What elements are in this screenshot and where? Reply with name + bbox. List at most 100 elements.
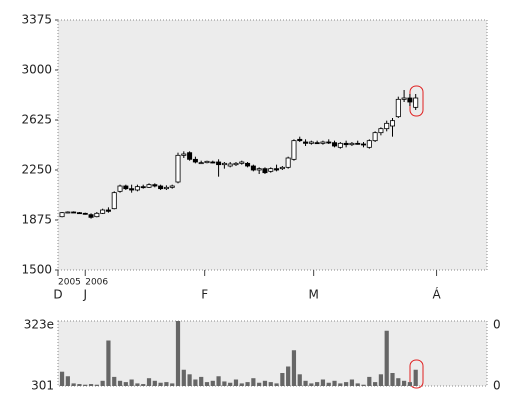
candle-body xyxy=(105,209,111,212)
volume-bar xyxy=(367,376,372,386)
volume-bar xyxy=(175,321,181,386)
volume-bar xyxy=(309,383,314,386)
volume-axis-label: 323e xyxy=(24,318,54,332)
candle-body xyxy=(204,160,210,164)
candle-body xyxy=(163,186,169,190)
candle-body xyxy=(210,161,216,164)
volume-bar xyxy=(88,384,94,386)
candle-body xyxy=(175,154,181,183)
volume-bar xyxy=(407,382,412,386)
volume-bar xyxy=(291,350,297,386)
volume-bar xyxy=(326,382,331,386)
candle-body xyxy=(88,214,94,218)
volume-bar xyxy=(106,340,111,386)
candle-body xyxy=(76,212,82,215)
volume-bar xyxy=(216,376,221,386)
candle-body xyxy=(366,140,372,148)
candle-body xyxy=(158,185,164,190)
y-tick-label: 2250 xyxy=(21,163,52,177)
volume-bar xyxy=(59,371,65,386)
candle-body xyxy=(239,161,245,164)
volume-bar xyxy=(384,330,389,386)
highlight xyxy=(409,359,424,389)
volume-bar xyxy=(378,374,384,386)
candle-body xyxy=(326,141,332,144)
volume-bar xyxy=(222,381,227,386)
volume-axis-label: 0 xyxy=(493,379,501,393)
candle-body xyxy=(401,97,407,100)
candle-body xyxy=(378,128,384,134)
candle-body xyxy=(308,141,314,144)
candle-body xyxy=(250,165,256,171)
volume-bar xyxy=(233,379,239,386)
candle-body xyxy=(71,211,77,214)
y-tick-label: 1500 xyxy=(21,263,52,277)
price-plot-area xyxy=(57,19,488,271)
candle-body xyxy=(349,142,355,146)
volume-bar xyxy=(117,380,123,386)
volume-bar xyxy=(204,382,210,386)
candle-body xyxy=(285,157,291,168)
candle-body xyxy=(279,166,285,170)
year-label: 2006 xyxy=(85,278,108,288)
volume-bar xyxy=(361,384,366,386)
volume-bar xyxy=(349,379,355,386)
volume-bar xyxy=(338,383,343,386)
y-tick-label: 2625 xyxy=(21,113,52,127)
x-tick-label: F xyxy=(201,288,208,302)
volume-bar xyxy=(373,382,378,386)
candle-body xyxy=(361,143,367,146)
candle-body xyxy=(94,212,100,218)
volume-bar xyxy=(71,383,76,386)
candle-body xyxy=(123,185,129,190)
volume-bar xyxy=(193,379,198,386)
x-tick-label: D xyxy=(53,288,62,302)
candle-body xyxy=(291,140,297,160)
year-label: 2005 xyxy=(58,278,81,288)
candle-body xyxy=(395,98,401,118)
y-tick-label: 3375 xyxy=(21,13,52,27)
candle-body xyxy=(100,209,106,214)
volume-bar xyxy=(65,376,70,386)
volume-bar xyxy=(228,382,233,386)
candle-body xyxy=(407,97,413,103)
candle-body xyxy=(413,97,419,108)
volume-bar xyxy=(94,384,99,386)
candle-body xyxy=(337,142,343,148)
volume-bar xyxy=(320,379,326,386)
candle-body xyxy=(384,122,390,130)
volume-bar xyxy=(181,369,186,386)
x-tick-label: Á xyxy=(432,287,441,302)
candle-body xyxy=(152,184,158,187)
volume-bar xyxy=(396,378,401,386)
candle-body xyxy=(355,142,361,145)
candle-body xyxy=(274,168,280,171)
x-tick-label: J xyxy=(82,288,87,302)
volume-bar xyxy=(303,380,308,386)
volume-bar xyxy=(262,380,268,386)
candle-body xyxy=(256,168,262,171)
candle-body xyxy=(169,185,175,188)
volume-bar xyxy=(245,382,250,386)
volume-bar xyxy=(210,380,215,386)
volume-bar xyxy=(141,384,146,386)
volume-bar xyxy=(251,378,256,386)
candle-body xyxy=(140,186,146,189)
candle-body xyxy=(227,163,233,167)
volume-bar xyxy=(129,379,134,386)
y-tick-label: 3000 xyxy=(21,63,52,77)
volume-axis-label: 301 xyxy=(31,379,54,393)
volume-bar xyxy=(135,383,140,386)
volume-bar xyxy=(152,380,157,386)
volume-bar xyxy=(274,383,279,386)
volume-bar xyxy=(239,383,244,386)
volume-axis-label: 0 xyxy=(493,318,501,332)
volume-bar xyxy=(199,376,204,386)
candle-body xyxy=(198,162,204,165)
candle-body xyxy=(297,138,303,142)
volume-bar xyxy=(315,382,320,386)
volume-bar xyxy=(83,384,88,386)
candle-body xyxy=(216,161,222,166)
volume-bar xyxy=(268,382,273,386)
